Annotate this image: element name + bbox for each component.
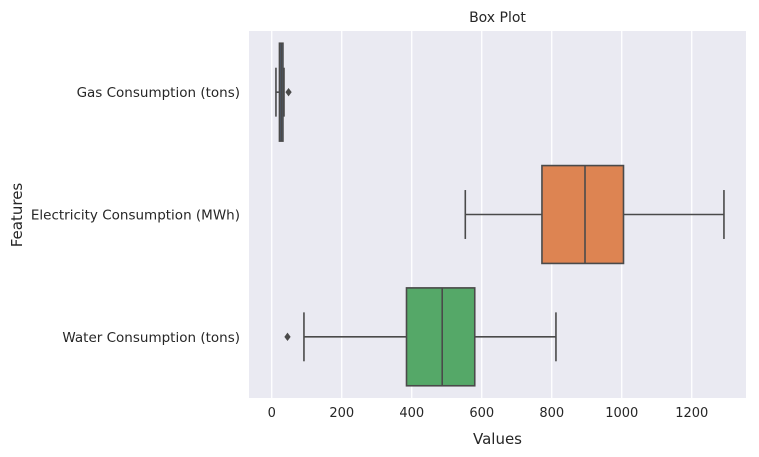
- y-axis-label: Features: [8, 183, 26, 248]
- box-iqr: [541, 164, 625, 265]
- y-tick-labels: Gas Consumption (tons) Electricity Consum…: [31, 85, 240, 346]
- box-series: [275, 42, 292, 142]
- x-tick-labels: 0 200 400 600 800 1000 1200: [268, 406, 709, 421]
- boxes: [275, 42, 725, 387]
- y-tick-label: Electricity Consumption (MWh): [31, 208, 240, 224]
- x-tick-label: 0: [268, 406, 276, 421]
- x-tick-label: 600: [469, 406, 494, 421]
- x-tick-label: 1000: [605, 406, 638, 421]
- x-tick-label: 400: [399, 406, 424, 421]
- x-tick-label: 200: [329, 406, 354, 421]
- x-tick-label: 1200: [675, 406, 708, 421]
- box-series: [464, 164, 725, 265]
- x-tick-label: 800: [539, 406, 564, 421]
- x-axis-label: Values: [473, 430, 522, 448]
- chart-title: Box Plot: [469, 10, 526, 26]
- y-tick-label: Gas Consumption (tons): [77, 85, 240, 101]
- box-iqr: [405, 287, 476, 387]
- outlier-point: [285, 87, 292, 97]
- box-series: [284, 287, 557, 387]
- y-tick-label: Water Consumption (tons): [62, 330, 240, 346]
- outlier-point: [284, 332, 291, 342]
